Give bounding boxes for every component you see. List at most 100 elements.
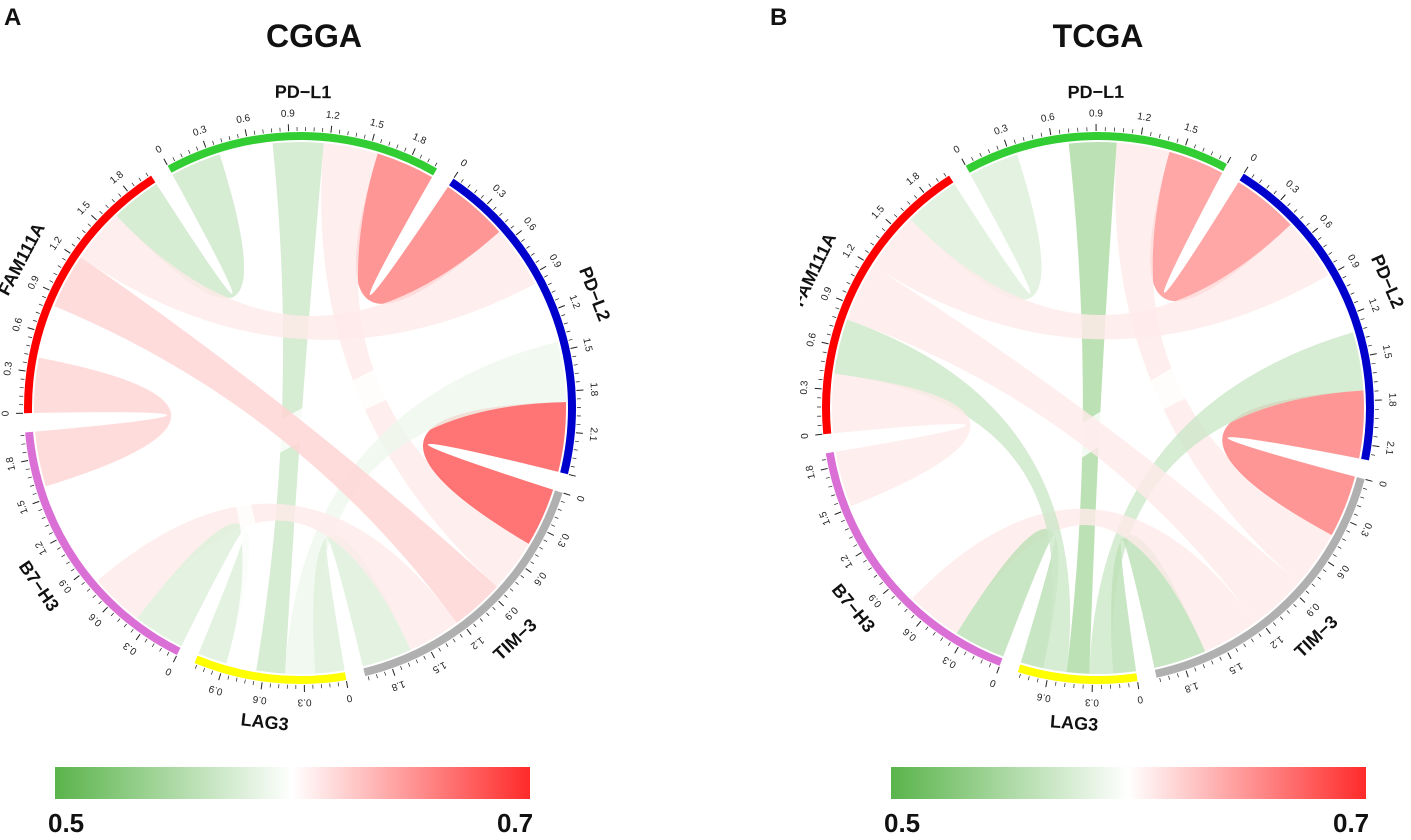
major-tick — [1045, 680, 1048, 688]
major-tick — [50, 539, 57, 544]
minor-tick — [110, 612, 114, 617]
tick-label: 0.9 — [26, 274, 42, 292]
minor-tick — [180, 153, 183, 158]
major-tick — [372, 133, 375, 141]
minor-tick — [1027, 676, 1030, 681]
major-tick — [954, 646, 959, 654]
minor-tick — [1013, 139, 1016, 144]
color-scale-min-label: 0.5 — [884, 808, 921, 838]
minor-tick — [28, 336, 33, 339]
tick-label: 1.5 — [369, 117, 386, 131]
panel-label: B — [770, 4, 788, 31]
chord-ribbon-lag3-fam111a — [38, 306, 263, 671]
minor-tick — [825, 476, 830, 479]
minor-tick — [118, 193, 122, 197]
minor-tick — [130, 629, 134, 633]
sector-label-pd-l1: PD−L1 — [275, 82, 332, 103]
minor-tick — [1210, 151, 1214, 156]
tick-label: 1.8 — [5, 455, 19, 471]
tick-label: 0.9 — [1089, 108, 1103, 119]
minor-tick — [499, 212, 503, 217]
major-tick — [202, 140, 207, 148]
tick-label: 0.9 — [867, 591, 885, 609]
major-tick — [163, 158, 168, 166]
major-tick — [570, 346, 578, 350]
major-tick — [466, 628, 472, 635]
minor-tick — [99, 210, 103, 215]
tick-label: 1.2 — [1267, 633, 1285, 650]
tick-label: 1.2 — [567, 293, 582, 310]
minor-tick — [486, 612, 490, 617]
minor-tick — [1273, 190, 1277, 195]
chord-ribbon-pd-l1-tim-3 — [1115, 142, 1332, 583]
chord-ribbon-b7-h3-fam111a — [832, 373, 971, 507]
minor-tick — [510, 225, 515, 229]
minor-tick — [117, 618, 121, 622]
minor-tick — [41, 516, 46, 520]
minor-tick — [22, 451, 27, 454]
minor-tick — [42, 295, 47, 299]
minor-tick — [459, 633, 463, 638]
minor-tick — [434, 162, 438, 167]
major-tick — [885, 218, 892, 225]
tick-label: 0.9 — [547, 253, 564, 271]
minor-tick — [1293, 603, 1297, 608]
tick-label: 0.6 — [11, 316, 26, 333]
tick-label: 1.2 — [1366, 297, 1381, 314]
major-tick — [1312, 227, 1319, 233]
tick-label: 0.6 — [901, 625, 919, 643]
minor-tick — [846, 281, 851, 285]
minor-tick — [925, 626, 929, 631]
tick-label: 1.2 — [841, 242, 858, 260]
minor-tick — [227, 675, 230, 680]
minor-tick — [821, 459, 826, 461]
minor-tick — [493, 206, 497, 211]
minor-tick — [980, 659, 983, 664]
minor-tick — [1194, 667, 1197, 672]
chord-ribbon-pd-l1-pd-l2 — [355, 153, 500, 304]
minor-tick — [504, 219, 509, 223]
tick-label: 1.2 — [325, 110, 340, 123]
major-tick — [1003, 139, 1008, 147]
minor-tick — [935, 178, 939, 182]
minor-tick — [1150, 132, 1152, 137]
minor-tick — [561, 314, 566, 317]
minor-tick — [1167, 136, 1170, 141]
minor-tick — [1243, 643, 1247, 648]
minor-tick — [1036, 678, 1039, 683]
minor-tick — [1211, 660, 1214, 665]
minor-tick — [105, 204, 109, 209]
minor-tick — [820, 360, 825, 363]
minor-tick — [252, 681, 255, 686]
major-tick — [996, 666, 1000, 674]
minor-tick — [1328, 252, 1333, 255]
minor-tick — [987, 149, 991, 154]
major-tick — [558, 305, 566, 309]
sector-arc-fam111a — [24, 175, 156, 414]
minor-tick — [70, 568, 75, 572]
minor-tick — [1019, 673, 1021, 678]
minor-tick — [98, 600, 102, 605]
chord-ribbon-tim-3-lag3 — [1111, 535, 1206, 674]
minor-tick — [123, 623, 127, 628]
sector-arc-pd-l1 — [965, 132, 1227, 173]
sector-arc-b7-h3 — [25, 431, 181, 656]
tick-label: 0 — [574, 494, 586, 503]
tick-label: 0.6 — [531, 570, 548, 588]
major-tick — [568, 474, 576, 477]
major-tick — [18, 369, 26, 372]
major-tick — [32, 500, 40, 505]
chord-ribbons — [34, 142, 566, 674]
minor-tick — [573, 449, 578, 451]
chart-title: CGGA — [266, 18, 362, 54]
minor-tick — [1353, 513, 1358, 516]
minor-tick — [400, 666, 403, 670]
minor-tick — [1258, 633, 1262, 638]
chord-ribbons — [832, 142, 1364, 674]
minor-tick — [868, 567, 872, 571]
minor-tick — [850, 273, 855, 277]
chord-ribbon-pd-l2-fam111a — [873, 219, 1329, 340]
minor-tick — [555, 298, 559, 301]
minor-tick — [38, 508, 43, 512]
chord-ribbon-tim-3-fam111a — [54, 257, 498, 623]
